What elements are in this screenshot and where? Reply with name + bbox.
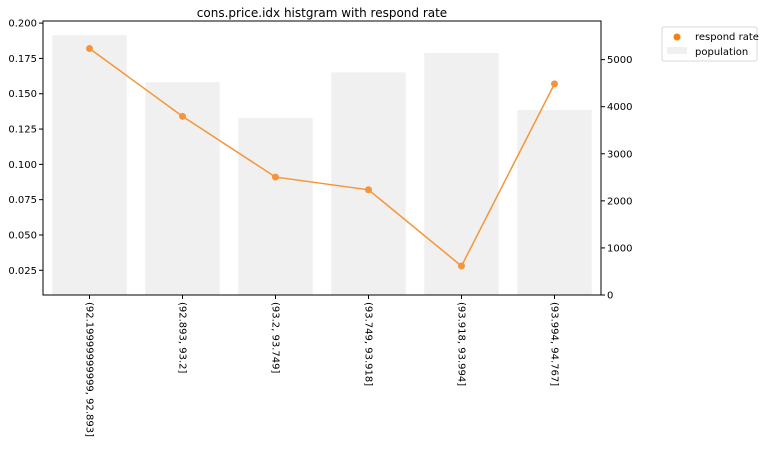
chart-title: cons.price.idx histgram with respond rat… bbox=[197, 6, 447, 20]
left-tick-label: 0.025 bbox=[8, 266, 37, 277]
legend-population-label: population bbox=[695, 47, 748, 58]
x-tick-label: (93.2, 93.749] bbox=[270, 302, 281, 374]
x-axis: (92.19999999999, 92.893] (92.893, 93.2] (9… bbox=[84, 295, 560, 437]
x-tick-label: (93.749, 93.918] bbox=[363, 302, 374, 386]
left-tick-label: 0.100 bbox=[8, 160, 37, 171]
right-axis: 0 1000 2000 3000 4000 5000 bbox=[601, 55, 632, 302]
respond-rate-point bbox=[551, 80, 558, 88]
x-tick-label: (92.893, 93.2] bbox=[177, 302, 188, 374]
respond-rate-point bbox=[179, 112, 186, 120]
left-tick-label: 0.175 bbox=[8, 54, 37, 65]
legend-respond-rate-label: respond rate bbox=[695, 32, 759, 43]
left-tick-label: 0.200 bbox=[8, 19, 37, 30]
left-axis: 0.025 0.050 0.075 0.100 0.125 0.150 0.175 0.200 bbox=[8, 19, 43, 277]
population-bar bbox=[52, 35, 127, 295]
right-tick-label: 5000 bbox=[607, 55, 632, 66]
plot-frame bbox=[42, 20, 602, 296]
right-tick-label: 4000 bbox=[607, 102, 632, 113]
left-tick-label: 0.125 bbox=[8, 125, 37, 136]
population-bars bbox=[52, 35, 592, 296]
respond-rate-point bbox=[86, 45, 93, 53]
legend-respond-rate-marker bbox=[673, 33, 681, 41]
respond-rate-point bbox=[272, 173, 279, 181]
population-bar bbox=[424, 53, 499, 295]
population-bar bbox=[238, 117, 313, 295]
right-tick-label: 1000 bbox=[607, 243, 632, 254]
respond-rate-point bbox=[458, 262, 465, 270]
x-tick-label: (93.918, 93.994] bbox=[456, 302, 467, 386]
right-tick-label: 2000 bbox=[607, 196, 632, 207]
left-tick-label: 0.150 bbox=[8, 89, 37, 100]
left-tick-label: 0.075 bbox=[8, 195, 37, 206]
respond-rate-line bbox=[86, 45, 558, 270]
x-tick-label: (93.994, 94.767] bbox=[549, 302, 560, 386]
legend-population-marker bbox=[667, 47, 687, 54]
population-bar bbox=[331, 72, 406, 295]
right-tick-label: 3000 bbox=[607, 149, 632, 160]
x-tick-label: (92.19999999999, 92.893] bbox=[84, 302, 95, 437]
left-tick-label: 0.050 bbox=[8, 230, 37, 241]
respond-rate-point bbox=[365, 186, 372, 194]
legend: respond rate population bbox=[661, 26, 759, 62]
right-tick-label: 0 bbox=[607, 291, 613, 302]
population-bar bbox=[517, 109, 592, 296]
respond-rate-polyline bbox=[89, 47, 556, 268]
